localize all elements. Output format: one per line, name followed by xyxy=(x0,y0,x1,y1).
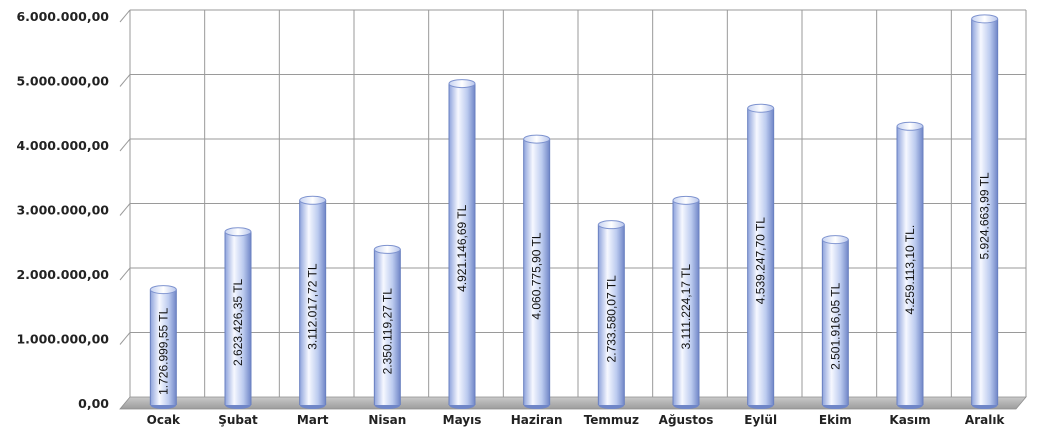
bar-body xyxy=(897,126,923,406)
data-label: 4.921.146,69 TL xyxy=(455,204,469,292)
bar-aralık xyxy=(971,14,999,409)
bar-cap xyxy=(747,103,775,113)
data-label: 2.733.580,07 TL xyxy=(604,275,618,363)
chart-floor xyxy=(119,396,1027,410)
bar-cap xyxy=(448,79,476,89)
bar-cap xyxy=(821,235,849,245)
y-tick-label: 6.000.000,00 xyxy=(16,9,109,24)
bar-haziran xyxy=(523,134,551,409)
bar-cap xyxy=(672,195,700,205)
x-tick-label: Şubat xyxy=(218,413,258,427)
bar-body xyxy=(673,200,699,405)
y-tick-label: 0,00 xyxy=(78,396,109,411)
gridline-depth xyxy=(119,9,131,23)
x-tick-label: Mart xyxy=(297,413,329,427)
data-label: 2.350.119,27 TL xyxy=(380,288,394,375)
x-tick-label: Ekim xyxy=(819,413,852,427)
data-label: 5.924.663,99 TL xyxy=(978,172,992,260)
bar-ocak xyxy=(149,285,177,409)
x-tick-label: Ocak xyxy=(147,413,181,427)
gridline-depth xyxy=(119,74,131,87)
gridline-depth xyxy=(119,138,131,152)
y-tick-label: 1.000.000,00 xyxy=(16,332,109,347)
x-tick-label: Haziran xyxy=(511,413,563,427)
y-tick-label: 5.000.000,00 xyxy=(16,74,109,89)
data-label: 1.726.999,55 TL xyxy=(156,307,170,395)
bar-kasım xyxy=(896,121,924,409)
data-label: 4.060.775,90 TL xyxy=(530,232,544,320)
bar-nisan xyxy=(373,244,401,409)
data-label: 2.501.916,05 TL xyxy=(828,282,842,370)
x-tick-label: Ağustos xyxy=(659,413,714,427)
bar-cap xyxy=(149,285,177,295)
bar-ağustos xyxy=(672,195,700,409)
bar-cap xyxy=(597,220,625,230)
y-tick-label: 2.000.000,00 xyxy=(16,267,109,282)
bar-body xyxy=(299,200,326,405)
gridline-depth xyxy=(119,267,131,281)
data-label: 3.111.224,17 TL xyxy=(679,264,693,350)
bar-ekim xyxy=(821,235,849,409)
bar-body xyxy=(971,18,998,406)
bar-body xyxy=(374,249,401,405)
bar-eylül xyxy=(747,103,775,409)
grid-lines xyxy=(119,9,1027,397)
data-label: 4.259.113,10 TL. xyxy=(903,225,917,315)
bar-cap xyxy=(299,195,327,205)
bar-cap xyxy=(523,134,551,144)
bar-body xyxy=(449,83,475,406)
x-tick-label: Mayıs xyxy=(443,413,482,427)
x-tick-label: Eylül xyxy=(744,413,777,427)
data-label: 3.112.017,72 TL xyxy=(306,263,320,350)
y-tick-label: 4.000.000,00 xyxy=(16,138,109,153)
bar-body xyxy=(822,239,849,405)
bar-body xyxy=(150,289,177,405)
bar-mart xyxy=(299,195,327,409)
gridline-depth xyxy=(119,332,131,345)
bar-mayıs xyxy=(448,79,476,409)
bar-cap xyxy=(373,244,401,254)
data-label: 4.539.247,70 TL xyxy=(754,217,768,305)
bar-cap xyxy=(971,14,999,24)
data-label: 2.623.426,35 TL xyxy=(231,278,245,366)
bar-body xyxy=(225,231,251,405)
bar-cap xyxy=(896,121,924,131)
bar-temmuz xyxy=(597,220,625,409)
y-tick-label: 3.000.000,00 xyxy=(16,203,109,218)
labels: 0,00 1.000.000,00 2.000.000,00 3.000.000,00… xyxy=(16,9,1005,427)
floor-plane xyxy=(119,396,1027,410)
bars xyxy=(149,14,999,409)
bar-body xyxy=(523,139,550,405)
bar-şubat xyxy=(224,227,252,409)
bar-cap xyxy=(224,227,252,237)
bar-body xyxy=(598,224,625,405)
x-tick-label: Nisan xyxy=(368,413,406,427)
gridline-depth xyxy=(119,203,131,216)
x-tick-label: Kasım xyxy=(889,413,930,427)
bar-body xyxy=(747,108,774,406)
x-tick-label: Temmuz xyxy=(584,413,639,427)
x-tick-label: Aralık xyxy=(965,413,1006,427)
